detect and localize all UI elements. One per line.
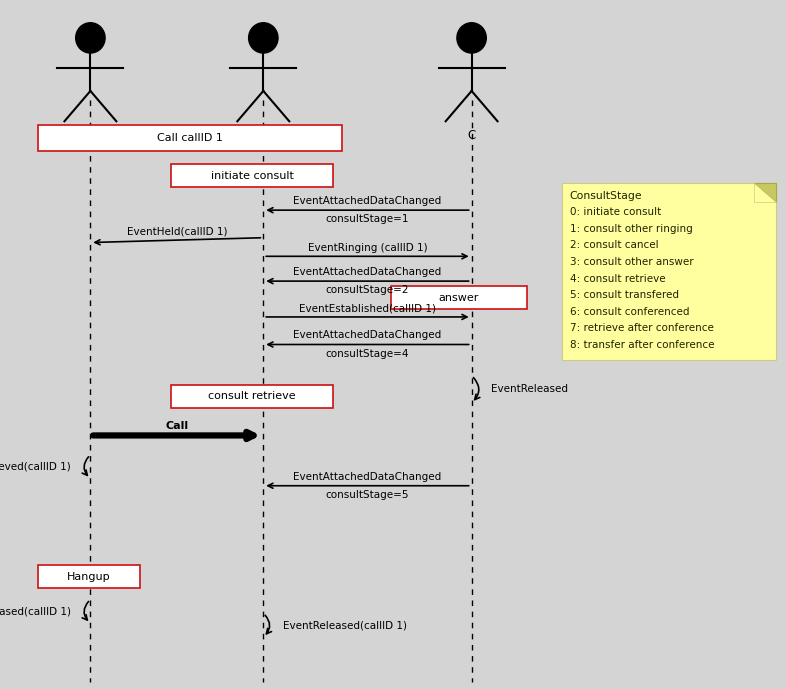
FancyBboxPatch shape — [171, 165, 333, 187]
Text: Call callID 1: Call callID 1 — [157, 133, 222, 143]
Polygon shape — [754, 183, 776, 202]
FancyBboxPatch shape — [171, 384, 333, 407]
Text: EventAttachedDataChanged: EventAttachedDataChanged — [293, 267, 442, 277]
Text: EventAttachedDataChanged: EventAttachedDataChanged — [293, 471, 442, 482]
Text: 6: consult conferenced: 6: consult conferenced — [570, 307, 689, 317]
Ellipse shape — [457, 23, 487, 53]
Text: ConsultStage: ConsultStage — [570, 191, 642, 201]
Text: 3: consult other answer: 3: consult other answer — [570, 257, 693, 267]
Text: initiate consult: initiate consult — [211, 171, 294, 181]
Text: EventRetrieved(callID 1): EventRetrieved(callID 1) — [0, 462, 71, 472]
Text: 4: consult retrieve: 4: consult retrieve — [570, 274, 666, 284]
Ellipse shape — [75, 23, 105, 53]
Text: Call: Call — [165, 421, 189, 431]
Text: EventAttachedDataChanged: EventAttachedDataChanged — [293, 196, 442, 206]
Text: 7: retrieve after conference: 7: retrieve after conference — [570, 323, 714, 333]
Text: B: B — [259, 129, 267, 142]
Text: EventReleased(callID 1): EventReleased(callID 1) — [283, 620, 407, 630]
FancyBboxPatch shape — [38, 565, 140, 588]
Text: EventAttachedDataChanged: EventAttachedDataChanged — [293, 330, 442, 340]
Text: 0: initiate consult: 0: initiate consult — [570, 207, 661, 218]
Text: consult retrieve: consult retrieve — [208, 391, 296, 401]
Text: EventHeld(callID 1): EventHeld(callID 1) — [127, 227, 227, 237]
FancyBboxPatch shape — [391, 287, 527, 309]
Text: 2: consult cancel: 2: consult cancel — [570, 240, 659, 251]
Text: A: A — [86, 129, 94, 142]
Text: consultStage=1: consultStage=1 — [325, 214, 410, 225]
Text: consultStage=5: consultStage=5 — [325, 490, 410, 500]
Polygon shape — [754, 183, 776, 202]
Text: consultStage=2: consultStage=2 — [325, 285, 410, 296]
Text: 5: consult transfered: 5: consult transfered — [570, 290, 679, 300]
Text: 1: consult other ringing: 1: consult other ringing — [570, 224, 692, 234]
Text: EventRinging (callID 1): EventRinging (callID 1) — [307, 243, 428, 253]
Text: C: C — [468, 129, 476, 142]
Text: 8: transfer after conference: 8: transfer after conference — [570, 340, 714, 350]
Text: EventEstablished(callID 1): EventEstablished(callID 1) — [299, 303, 436, 313]
Text: Hangup: Hangup — [67, 572, 111, 582]
Text: EventReleased: EventReleased — [491, 384, 568, 394]
Text: EventReleased(callID 1): EventReleased(callID 1) — [0, 606, 71, 617]
FancyBboxPatch shape — [38, 125, 342, 150]
Text: answer: answer — [439, 293, 479, 302]
FancyBboxPatch shape — [562, 183, 776, 360]
Ellipse shape — [248, 23, 278, 53]
Text: consultStage=4: consultStage=4 — [325, 349, 410, 359]
